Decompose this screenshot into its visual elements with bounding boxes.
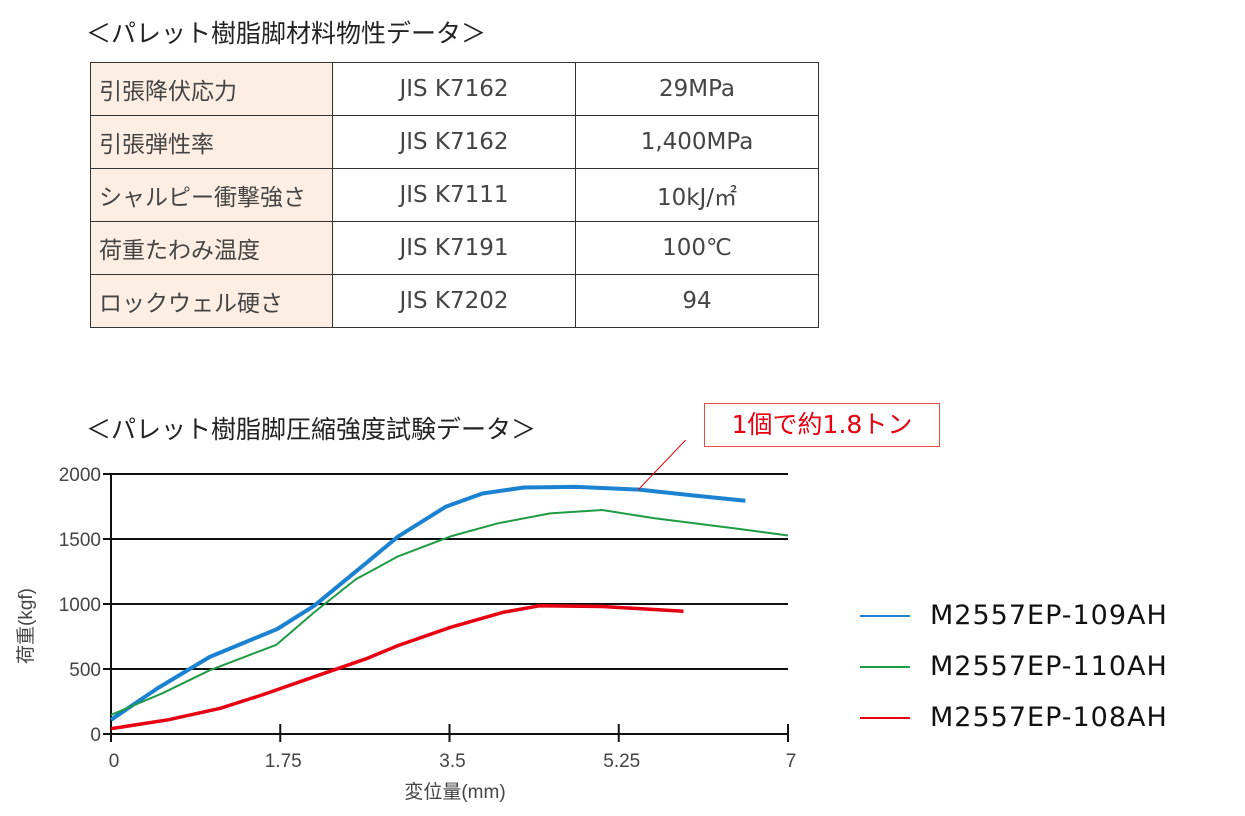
x-tick-label: 5.25 <box>603 751 640 772</box>
series-line-m2557ep-109ah <box>109 484 746 722</box>
legend-swatch <box>860 614 910 617</box>
x-tick-label: 1.75 <box>265 751 302 772</box>
chart-title: ＜パレット樹脂脚圧縮強度試験データ＞ <box>86 415 537 444</box>
legend-item: M2557EP-110AH <box>860 641 1168 692</box>
series-line-m2557ep-108ah <box>110 604 684 731</box>
legend-swatch <box>860 716 910 719</box>
x-tick-label: 3.5 <box>439 751 465 772</box>
table-row: 引張降伏応力 JIS K7162 29MPa <box>90 62 819 116</box>
legend-swatch <box>860 665 910 668</box>
series-line-m2557ep-110ah <box>110 509 789 716</box>
callout-pointer <box>637 440 687 491</box>
cell-standard: JIS K7162 <box>332 62 576 116</box>
y-tick-label: 1500 <box>59 530 101 551</box>
legend-label: M2557EP-109AH <box>930 600 1168 631</box>
table-row: 荷重たわみ温度 JIS K7191 100℃ <box>90 221 819 275</box>
y-tick-label: 1000 <box>59 595 101 616</box>
cell-standard: JIS K7191 <box>332 221 576 275</box>
cell-value: 10kJ/㎡ <box>575 168 819 222</box>
cell-standard: JIS K7162 <box>332 115 576 169</box>
cell-value: 100℃ <box>575 221 819 275</box>
cell-property: 荷重たわみ温度 <box>90 221 333 275</box>
chart-legend: M2557EP-109AH M2557EP-110AH M2557EP-108AH <box>860 590 1168 743</box>
cell-value: 29MPa <box>575 62 819 116</box>
cell-standard: JIS K7111 <box>332 168 576 222</box>
x-axis-label: 変位量(mm) <box>404 781 505 803</box>
legend-item: M2557EP-108AH <box>860 692 1168 743</box>
cell-property: 引張降伏応力 <box>90 62 333 116</box>
cell-value: 94 <box>575 274 819 328</box>
compression-chart: 0 500 1000 1500 2000 0 1.75 3.5 5.25 7 変位量(mm) 荷重(k… <box>15 440 797 803</box>
table-row: ロックウェル硬さ JIS K7202 94 <box>90 274 819 328</box>
legend-item: M2557EP-109AH <box>860 590 1168 641</box>
y-tick-label: 2000 <box>59 465 101 486</box>
cell-property: 引張弾性率 <box>90 115 333 169</box>
x-tick-label: 0 <box>109 751 120 772</box>
table-row: 引張弾性率 JIS K7162 1,400MPa <box>90 115 819 169</box>
table-row: シャルピー衝撃強さ JIS K7111 10kJ/㎡ <box>90 168 819 222</box>
cell-property: シャルピー衝撃強さ <box>90 168 333 222</box>
legend-label: M2557EP-110AH <box>930 651 1168 682</box>
cell-value: 1,400MPa <box>575 115 819 169</box>
material-properties-table: 引張降伏応力 JIS K7162 29MPa 引張弾性率 JIS K7162 1,400M… <box>90 62 819 328</box>
y-axis-label: 荷重(kgf) <box>15 588 37 664</box>
legend-label: M2557EP-108AH <box>930 702 1168 733</box>
x-tick-label: 7 <box>786 751 797 772</box>
cell-property: ロックウェル硬さ <box>90 274 333 328</box>
y-tick-label: 0 <box>90 725 101 746</box>
callout-label: 1個で約1.8トン <box>704 403 940 447</box>
y-tick-label: 500 <box>69 660 101 681</box>
cell-standard: JIS K7202 <box>332 274 576 328</box>
table-title: ＜パレット樹脂脚材料物性データ＞ <box>86 19 487 48</box>
